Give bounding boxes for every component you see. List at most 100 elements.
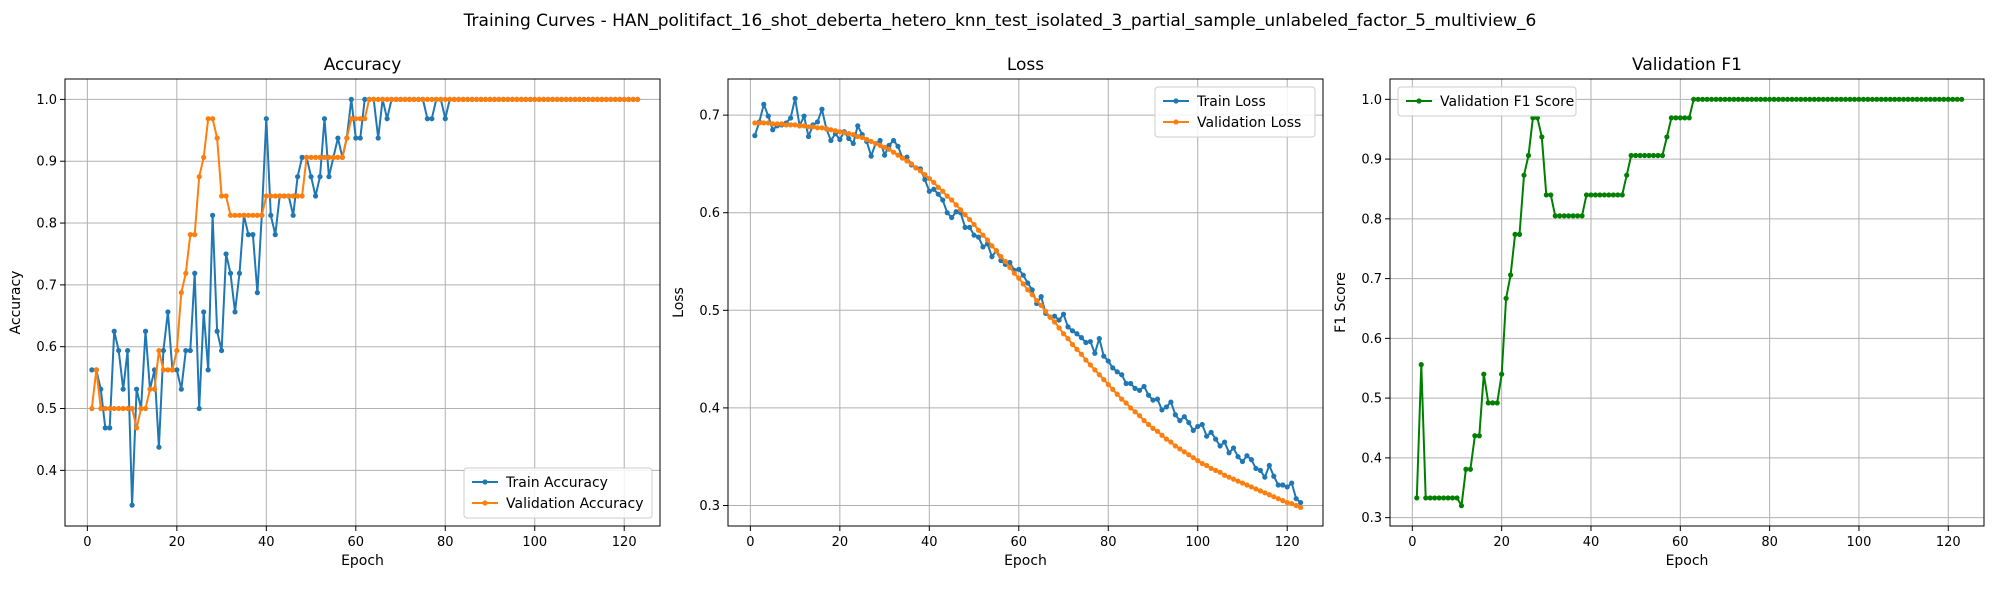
loss-series-1-point: [779, 121, 785, 127]
accuracy-series-1-point: [290, 193, 296, 199]
accuracy-series-1-point: [151, 386, 158, 392]
f1-series-0-point: [1619, 192, 1625, 198]
loss-series-1-point: [1168, 439, 1174, 445]
loss-series-0-point: [1128, 380, 1134, 387]
loss-series-1-point: [958, 207, 964, 213]
loss-series-1-point: [1257, 488, 1263, 494]
loss-series-1-point: [1047, 314, 1053, 320]
f1-series-0-point: [1476, 433, 1482, 439]
accuracy-ytick-label: 0.7: [36, 278, 57, 293]
accuracy-xtick-label: 120: [612, 535, 637, 550]
accuracy-series-0-point: [116, 347, 122, 354]
f1-series-0-point: [1874, 96, 1880, 102]
loss-series-1-point: [805, 124, 812, 130]
f1-ytick-label: 0.6: [1361, 332, 1382, 347]
accuracy-series-1-point: [344, 135, 350, 141]
f1-series-0-point: [1525, 152, 1532, 159]
f1-series-0-point: [1834, 96, 1840, 102]
loss-series-1-point: [761, 120, 767, 126]
f1-series-0-point: [1811, 96, 1817, 102]
f1-series-0-point: [1887, 96, 1893, 102]
f1-series-0-point: [1601, 192, 1607, 198]
loss-ytick-label: 0.3: [699, 499, 720, 514]
loss-series-1-point: [904, 158, 910, 164]
f1-series-0-point: [1901, 96, 1907, 102]
accuracy-panel-title: Accuracy: [324, 55, 402, 75]
accuracy-legend-label: Train Accuracy: [505, 475, 608, 491]
accuracy-series-1-point: [388, 96, 395, 103]
accuracy-series-1-point: [424, 96, 430, 103]
accuracy-series-1-point: [550, 96, 556, 103]
loss-series-1-point: [850, 132, 856, 138]
loss-series-1-point: [752, 120, 758, 126]
loss-series-0-point: [1190, 427, 1196, 433]
accuracy-series-1-point: [612, 96, 618, 103]
accuracy-series-1-point: [241, 212, 247, 218]
accuracy-series-1-point: [218, 193, 225, 199]
f1-series-0-point: [1950, 96, 1956, 102]
f1-series-0-point: [1784, 96, 1791, 102]
accuracy-series-1-point: [201, 154, 207, 160]
accuracy-series-0-point: [210, 212, 216, 218]
f1-xtick-label: 80: [1761, 535, 1778, 550]
loss-series-0-point: [1016, 266, 1022, 272]
f1-series-0-point: [1677, 115, 1683, 121]
loss-series-1-point: [944, 193, 950, 199]
accuracy-series-1-point: [183, 270, 189, 276]
loss-series-1-point: [814, 125, 821, 131]
accuracy-legend-marker: [482, 479, 488, 485]
accuracy-series-1-point: [518, 96, 524, 103]
loss-series-1-point: [953, 202, 959, 208]
accuracy-series-0-point: [375, 135, 381, 141]
accuracy-series-0-point: [312, 193, 319, 199]
f1-series-0-point: [1941, 96, 1947, 102]
loss-series-1-point: [1011, 270, 1017, 276]
f1-series-0-point: [1807, 96, 1813, 102]
loss-series-1-point: [975, 227, 982, 233]
loss-legend-marker: [1173, 98, 1179, 104]
accuracy-series-1-point: [621, 96, 627, 103]
loss-series-0-point: [761, 101, 767, 107]
accuracy-series-1-point: [442, 96, 448, 103]
loss-series-1-point: [935, 184, 941, 190]
loss-series-1-point: [1262, 490, 1268, 496]
loss-series-0-point: [1235, 454, 1241, 460]
loss-series-0-point: [1208, 429, 1214, 435]
loss-series-1-point: [1244, 482, 1250, 488]
accuracy-series-0-point: [174, 367, 180, 373]
f1-series-0-point: [1789, 96, 1795, 102]
loss-series-0-point: [1280, 482, 1286, 488]
accuracy-series-1-point: [397, 96, 404, 103]
loss-series-0-point: [1239, 458, 1246, 465]
f1-series-0-point: [1749, 96, 1755, 102]
loss-series-0-point: [1289, 480, 1295, 486]
accuracy-series-0-point: [326, 174, 332, 180]
loss-series-1-point: [1016, 275, 1022, 281]
accuracy-series-1-point: [286, 193, 292, 199]
f1-series-0-point: [1896, 96, 1902, 102]
loss-series-1-point: [1199, 460, 1205, 467]
loss-series-1-point: [1217, 469, 1223, 475]
accuracy-series-0-point: [290, 212, 296, 218]
accuracy-ytick-label: 0.8: [36, 217, 57, 232]
accuracy-series-1-point: [178, 290, 184, 296]
f1-xaxis-label: Epoch: [1666, 553, 1709, 569]
loss-series-1-point: [1154, 428, 1161, 434]
accuracy-xtick-label: 0: [83, 535, 91, 550]
f1-ytick-label: 0.4: [1361, 451, 1382, 466]
accuracy-series-0-point: [308, 174, 314, 180]
loss-series-0-point: [1119, 372, 1125, 378]
loss-panel-title: Loss: [1007, 55, 1044, 75]
f1-series-0-point: [1793, 96, 1800, 102]
accuracy-series-1-point: [330, 154, 337, 160]
loss-series-1-point: [1141, 417, 1147, 424]
loss-series-0-point: [1204, 433, 1210, 439]
accuracy-series-1-point: [576, 96, 583, 103]
f1-legend-box: [1397, 86, 1577, 117]
figure-suptitle: Training Curves - HAN_politifact_16_shot…: [463, 11, 1537, 31]
f1-series-0-point: [1499, 371, 1505, 377]
accuracy-series-0-point: [129, 502, 135, 508]
loss-series-0-point: [805, 133, 812, 140]
loss-series-1-point: [966, 216, 973, 223]
loss-series-1-point: [1060, 331, 1067, 337]
